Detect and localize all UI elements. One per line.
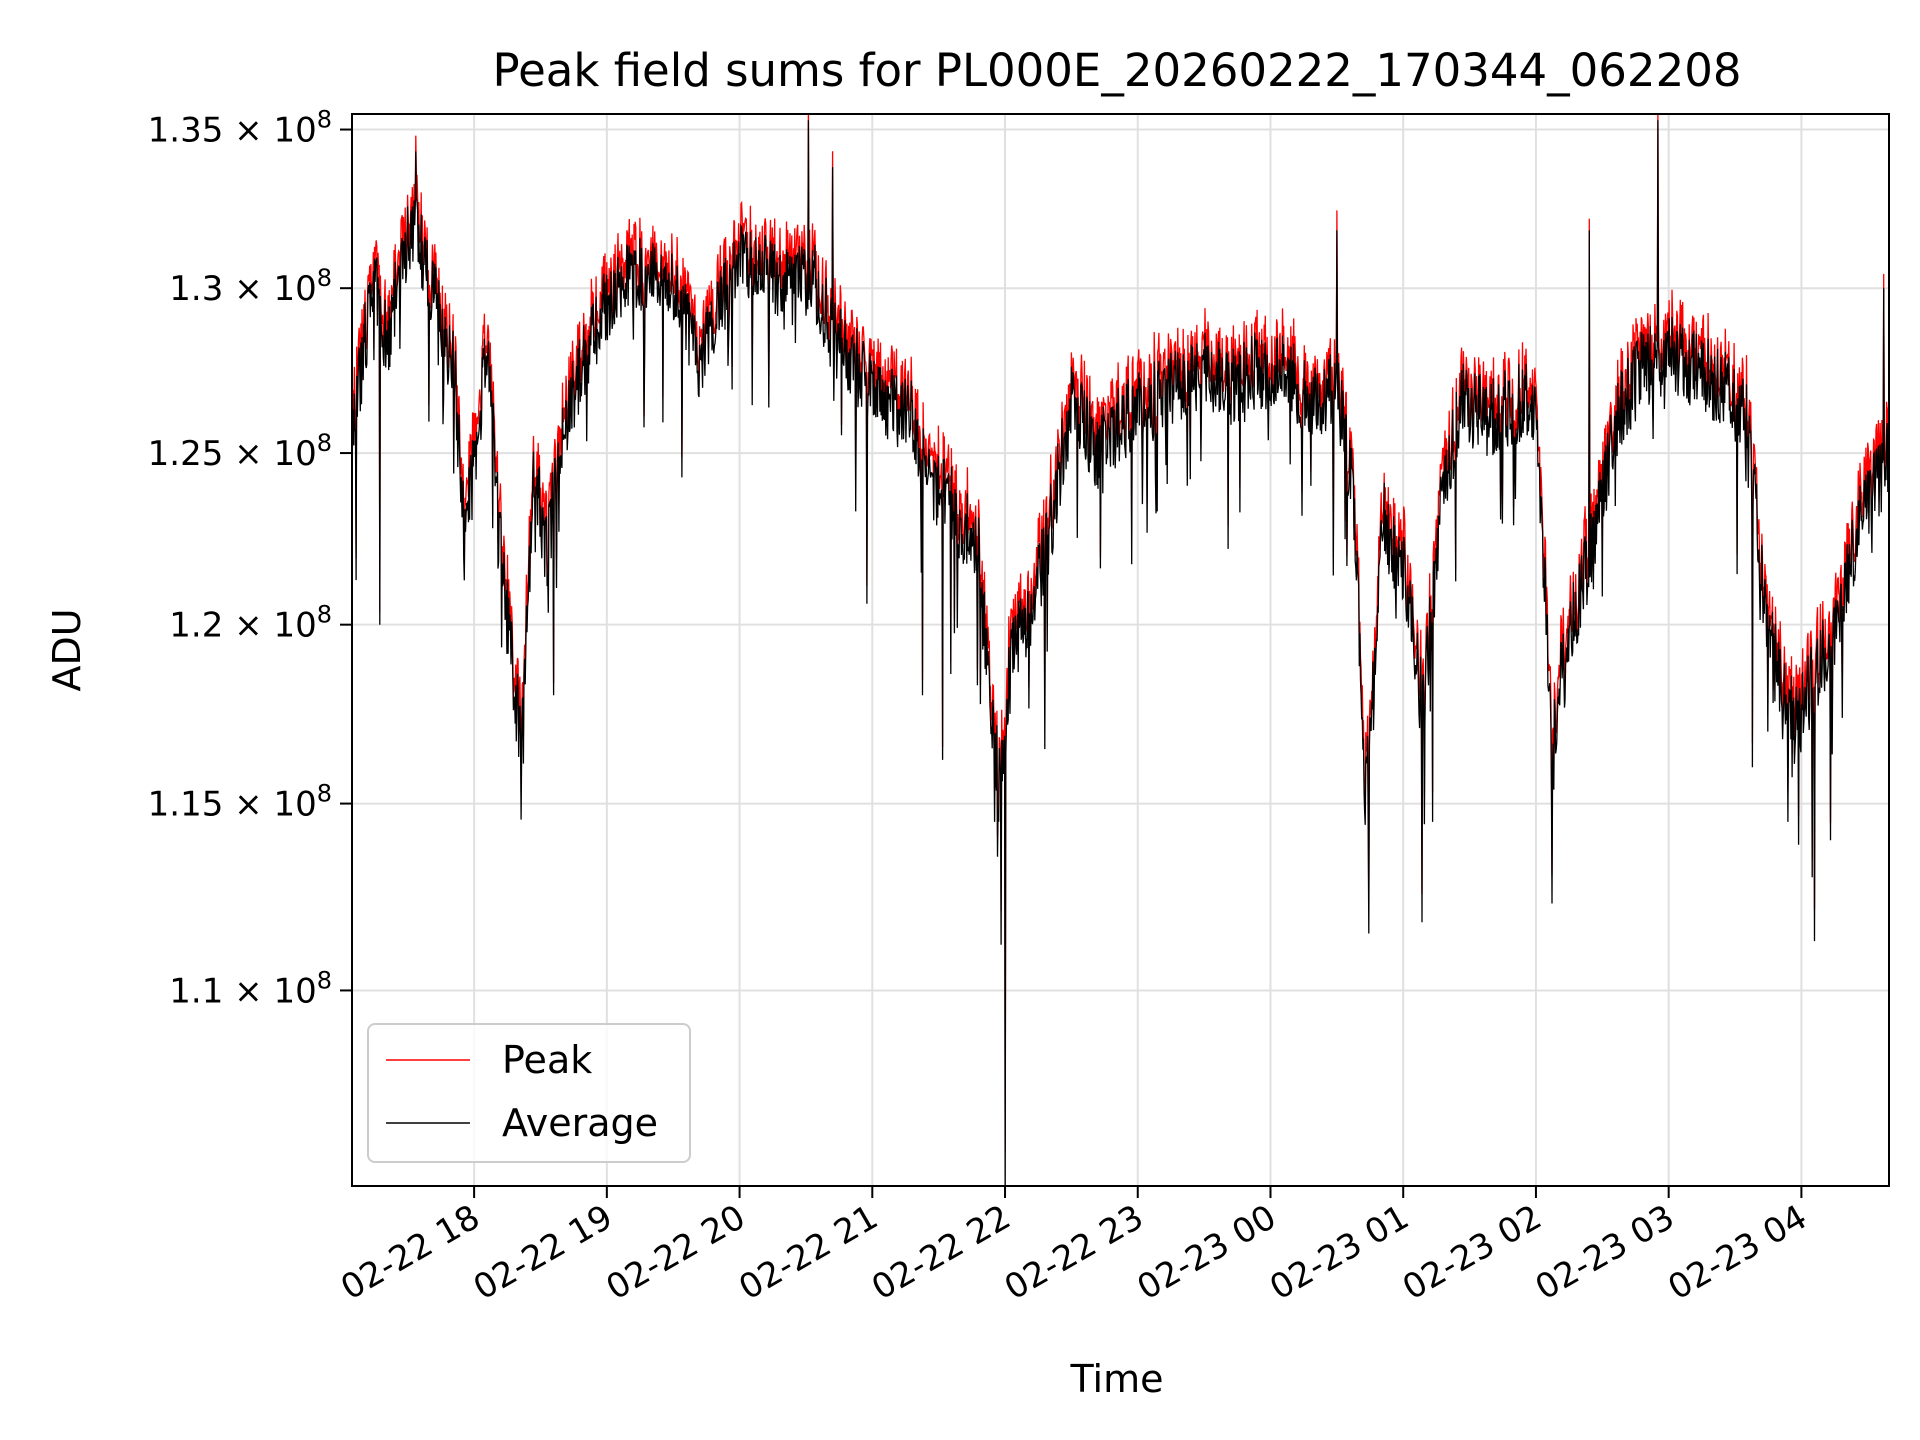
y-tick-exponent: 8	[317, 966, 332, 994]
y-tick-base: 10	[273, 111, 316, 151]
plot-area	[352, 114, 1889, 1186]
y-tick-base: 10	[273, 434, 316, 474]
y-tick-exponent: 8	[317, 780, 332, 808]
y-tick-label: 1.25 × 108	[148, 429, 332, 474]
y-tick-mantissa: 1.1	[169, 971, 223, 1011]
y-tick-label: 1.35 × 108	[148, 106, 332, 151]
average-series-line	[352, 120, 1889, 1186]
legend: Peak Average	[367, 1023, 691, 1163]
y-tick-base: 10	[273, 269, 316, 309]
chart-title: Peak field sums for PL000E_20260222_1703…	[493, 44, 1742, 97]
y-tick-label: 1.2 × 108	[169, 601, 332, 646]
legend-peak-label: Peak	[502, 1038, 592, 1082]
y-tick-mantissa: 1.15	[148, 785, 224, 825]
y-tick-exponent: 8	[317, 106, 332, 134]
peak-series-line	[352, 114, 1889, 1153]
y-tick-label: 1.3 × 108	[169, 264, 332, 309]
plot-frame	[351, 113, 1890, 1187]
legend-box	[367, 1023, 691, 1163]
y-axis-label: ADU	[45, 608, 89, 691]
y-tick-exponent: 8	[317, 601, 332, 629]
y-tick-base: 10	[273, 785, 316, 825]
y-tick-mantissa: 1.3	[169, 269, 223, 309]
y-tick-exponent: 8	[317, 264, 332, 292]
y-tick-base: 10	[273, 606, 316, 646]
y-tick-label: 1.1 × 108	[169, 966, 332, 1011]
legend-average-label: Average	[502, 1101, 658, 1145]
y-tick-mantissa: 1.2	[169, 606, 223, 646]
y-tick-mantissa: 1.25	[148, 434, 224, 474]
y-tick-base: 10	[273, 971, 316, 1011]
y-tick-exponent: 8	[317, 429, 332, 457]
y-tick-mantissa: 1.35	[148, 111, 224, 151]
x-axis-label: Time	[1070, 1357, 1164, 1401]
y-tick-label: 1.15 × 108	[148, 780, 332, 825]
